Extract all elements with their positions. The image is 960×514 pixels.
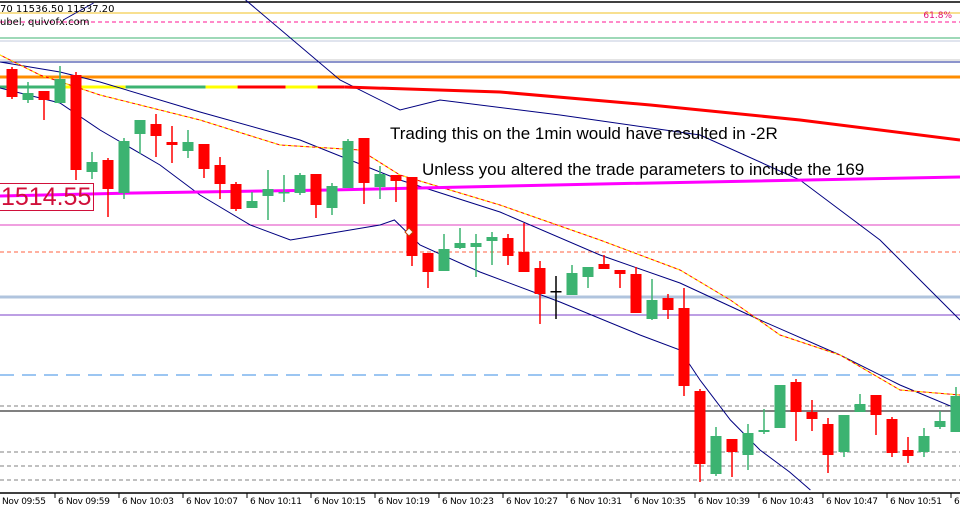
time-axis-label: 6 Nov 10:39 (698, 497, 750, 507)
candle-body[interactable] (134, 120, 146, 134)
candle-body[interactable] (454, 243, 466, 248)
candle-body[interactable] (22, 93, 34, 100)
candle-body[interactable] (214, 165, 226, 184)
candle-body[interactable] (486, 237, 498, 241)
time-axis-label: 6 Nov 10:47 (826, 497, 878, 507)
time-axis-label: 6 Nov 10:11 (250, 497, 302, 507)
candle-body[interactable] (646, 300, 658, 319)
indicator-line (245, 0, 960, 321)
time-axis-label: 6 Nov 10:07 (186, 497, 238, 507)
fib-level-label: 61.8% (923, 11, 952, 21)
candle-body[interactable] (406, 177, 418, 256)
time-axis-label: 6 (954, 497, 960, 507)
candle-body[interactable] (390, 175, 402, 181)
time-axis-label: 6 Nov 10:19 (378, 497, 430, 507)
candle-body[interactable] (470, 243, 482, 247)
time-axis-label: 6 Nov 10:51 (890, 497, 942, 507)
candle-body[interactable] (150, 124, 162, 136)
candle-body[interactable] (582, 267, 594, 277)
candle-body[interactable] (598, 264, 610, 269)
candle-body[interactable] (374, 174, 386, 187)
candle-body[interactable] (822, 424, 834, 455)
candle-body[interactable] (950, 396, 960, 432)
candle-body[interactable] (54, 79, 66, 103)
candle-body[interactable] (262, 189, 274, 196)
annotation-text: Unless you altered the trade parameters … (422, 160, 865, 179)
candle-body[interactable] (38, 91, 50, 100)
symbol-quote: 70 11536.50 11537.20 (0, 4, 115, 15)
candle-body[interactable] (566, 273, 578, 295)
annotation-text: Trading this on the 1min would have resu… (390, 124, 778, 143)
indicator-line (0, 87, 811, 491)
candle-body[interactable] (70, 75, 82, 170)
indicator-line (344, 85, 960, 142)
candle-body[interactable] (678, 308, 690, 386)
candle-body[interactable] (774, 385, 786, 428)
time-axis-label: 6 Nov 10:23 (442, 497, 494, 507)
cursor-marker-icon (404, 227, 414, 237)
candle-body[interactable] (294, 175, 306, 193)
candle-body[interactable] (870, 395, 882, 415)
candle-body[interactable] (326, 186, 338, 208)
candle-body[interactable] (342, 141, 354, 188)
candle-body[interactable] (278, 192, 290, 194)
candle-body[interactable] (230, 184, 242, 209)
candle-body[interactable] (246, 201, 258, 208)
indicator-line (0, 61, 960, 411)
candle-body[interactable] (86, 162, 98, 172)
candle-body[interactable] (614, 270, 626, 274)
candle-body[interactable] (854, 404, 866, 412)
price-label: 1514.55 (0, 183, 95, 211)
candle-body[interactable] (102, 160, 114, 189)
candle-body[interactable] (758, 430, 770, 432)
indicator-line (0, 54, 960, 396)
time-axis-label: 6 Nov 10:31 (570, 497, 622, 507)
candle-body[interactable] (534, 268, 546, 294)
candle-body[interactable] (422, 253, 434, 272)
candle-body[interactable] (694, 391, 706, 464)
candle-body[interactable] (742, 433, 754, 455)
candle-body[interactable] (166, 142, 178, 145)
time-axis-label: Nov 09:55 (2, 497, 46, 507)
candle-body[interactable] (902, 450, 914, 456)
time-axis-label: 6 Nov 10:35 (634, 497, 686, 507)
candle-body[interactable] (358, 138, 370, 183)
candle-body[interactable] (710, 436, 722, 474)
candle-body[interactable] (934, 421, 946, 427)
indicator-line (62, 2, 94, 21)
candle-body[interactable] (310, 174, 322, 205)
time-axis-label: 6 Nov 10:27 (506, 497, 558, 507)
candle-body[interactable] (662, 298, 674, 310)
time-axis-label: 6 Nov 09:59 (58, 497, 110, 507)
candle-body[interactable] (118, 141, 130, 193)
candle-body[interactable] (6, 69, 18, 97)
candle-body[interactable] (518, 252, 530, 272)
time-axis-label: 6 Nov 10:03 (122, 497, 174, 507)
candle-body[interactable] (838, 415, 850, 452)
candle-body[interactable] (790, 382, 802, 412)
candle-body[interactable] (630, 274, 642, 313)
candle-body[interactable] (438, 249, 450, 271)
time-axis-label: 6 Nov 10:43 (762, 497, 814, 507)
candle-body[interactable] (918, 436, 930, 452)
candle-body[interactable] (550, 291, 562, 293)
time-axis-label: 6 Nov 10:15 (314, 497, 366, 507)
candle-body[interactable] (886, 419, 898, 453)
candle-body[interactable] (726, 439, 738, 452)
candle-body[interactable] (806, 412, 818, 419)
data-source: ubel, quivofx.com (0, 17, 90, 28)
candle-body[interactable] (198, 144, 210, 169)
candle-body[interactable] (502, 238, 514, 256)
candle-body[interactable] (182, 142, 194, 151)
